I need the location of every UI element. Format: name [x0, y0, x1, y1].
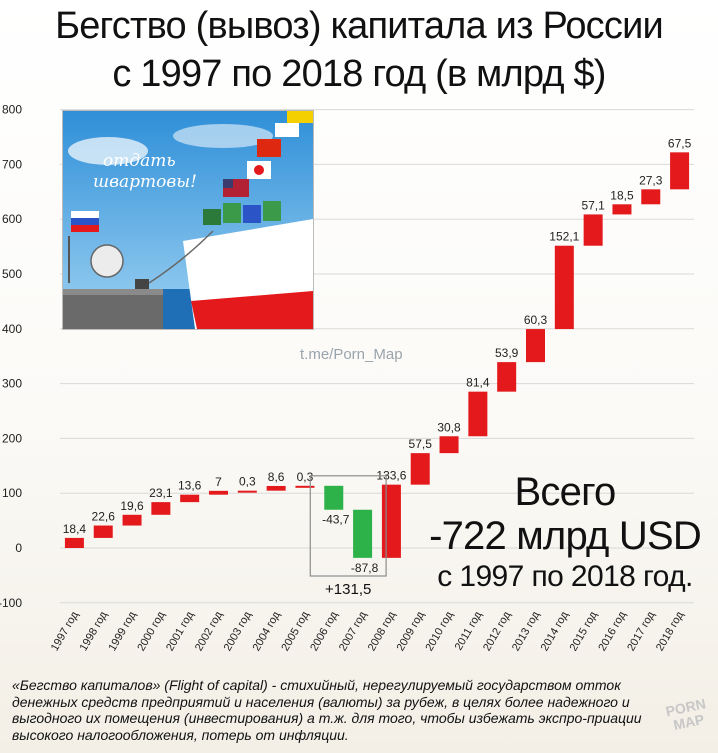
data-label: 22,6 — [92, 510, 116, 524]
watermark-text: t.me/Porn_Map — [300, 346, 403, 363]
bar — [324, 485, 344, 510]
total-line-2: -722 млрд USD — [429, 514, 702, 558]
data-label: 18,5 — [610, 188, 634, 202]
data-label: 60,3 — [524, 313, 548, 327]
x-tick-label: 2017 год — [625, 609, 657, 653]
bar — [64, 537, 84, 548]
data-label: 0,3 — [239, 475, 256, 489]
x-tick-label: 2008 год — [366, 609, 398, 653]
total-line-3: с 1997 по 2018 год. — [437, 560, 693, 593]
data-label: 18,4 — [63, 522, 87, 536]
y-tick-label: 400 — [2, 322, 22, 336]
bar — [237, 490, 257, 493]
bar — [295, 485, 315, 488]
y-tick-label: 0 — [15, 541, 22, 555]
x-tick-label: 2003 год — [222, 609, 254, 653]
bar — [583, 214, 603, 246]
x-tick-label: 2004 год — [251, 609, 283, 653]
x-tick-label: 2018 год — [654, 609, 686, 653]
bar — [439, 436, 459, 454]
x-tick-label: 1997 год — [49, 609, 81, 653]
x-tick-label: 2010 год — [423, 609, 455, 653]
x-tick-label: 2001 год — [164, 609, 196, 653]
bar — [122, 514, 142, 526]
data-label: 23,1 — [149, 486, 173, 500]
x-tick-label: 2016 год — [596, 609, 628, 653]
y-tick-label: 100 — [2, 486, 22, 500]
x-tick-label: 2002 год — [193, 609, 225, 653]
cartoon-caption-1: отдать — [103, 151, 176, 171]
data-label: -43,7 — [322, 513, 350, 527]
data-label: 81,4 — [466, 376, 490, 390]
data-label: 133,6 — [376, 469, 406, 483]
x-tick-label: 2005 год — [279, 609, 311, 653]
bar — [497, 362, 517, 392]
x-tick-label: 2013 год — [510, 609, 542, 653]
x-tick-label: 2015 год — [568, 609, 600, 653]
bar — [641, 189, 661, 205]
cartoon-caption-2: швартовы! — [93, 172, 197, 192]
cartoon-illustration: отдать швартовы! — [62, 110, 314, 330]
data-label: 67,5 — [668, 136, 692, 150]
annotation-label: +131,5 — [325, 581, 371, 598]
y-tick-label: 500 — [2, 267, 22, 281]
data-label: 0,3 — [297, 470, 314, 484]
bar — [410, 453, 430, 485]
x-tick-label: 2012 год — [481, 609, 513, 653]
data-label: 7 — [215, 475, 222, 489]
bar — [612, 204, 632, 215]
x-tick-label: 2014 год — [539, 609, 571, 653]
bar — [180, 494, 200, 503]
data-label: 27,3 — [639, 173, 663, 187]
x-tick-label: 2007 год — [337, 609, 369, 653]
title-line-2: с 1997 по 2018 год (в млрд $) — [112, 53, 606, 95]
y-tick-label: -100 — [0, 596, 22, 610]
annotation-box — [309, 475, 387, 577]
data-label: 13,6 — [178, 479, 202, 493]
data-label: 53,9 — [495, 346, 519, 360]
bar — [670, 152, 690, 190]
total-summary: Всего -722 млрд USD с 1997 по 2018 год. — [420, 470, 710, 596]
x-tick-label: 1999 год — [106, 609, 138, 653]
bar — [554, 245, 574, 330]
data-label: 19,6 — [120, 499, 144, 513]
data-label: 57,5 — [409, 437, 433, 451]
title-line-1: Бегство (вывоз) капитала из России — [55, 5, 664, 47]
x-tick-label: 2011 год — [453, 609, 485, 653]
bar — [468, 391, 488, 437]
bar — [266, 485, 286, 491]
y-tick-label: 600 — [2, 212, 22, 226]
data-label: 152,1 — [549, 230, 579, 244]
data-label: 8,6 — [268, 470, 285, 484]
data-label: 30,8 — [437, 420, 461, 434]
bar — [526, 329, 545, 363]
total-line-1: Всего — [514, 470, 617, 514]
data-label: 57,1 — [581, 198, 605, 212]
bar — [381, 484, 401, 558]
data-label: -87,8 — [351, 561, 379, 575]
bar — [151, 502, 171, 515]
footnote: «Бегство капиталов» (Flight of capital) … — [12, 677, 642, 743]
x-tick-label: 2000 год — [135, 609, 167, 653]
y-tick-label: 700 — [2, 157, 22, 171]
bar — [353, 509, 373, 558]
y-tick-label: 300 — [2, 377, 22, 391]
y-tick-label: 200 — [2, 431, 22, 445]
bar — [93, 525, 113, 538]
x-tick-label: 2006 год — [308, 609, 340, 653]
y-tick-label: 800 — [2, 103, 22, 117]
x-tick-label: 1998 год — [78, 609, 110, 653]
x-tick-label: 2009 год — [395, 609, 427, 653]
chart-title: Бегство (вывоз) капитала из России с 199… — [0, 2, 718, 98]
bar — [209, 490, 228, 495]
